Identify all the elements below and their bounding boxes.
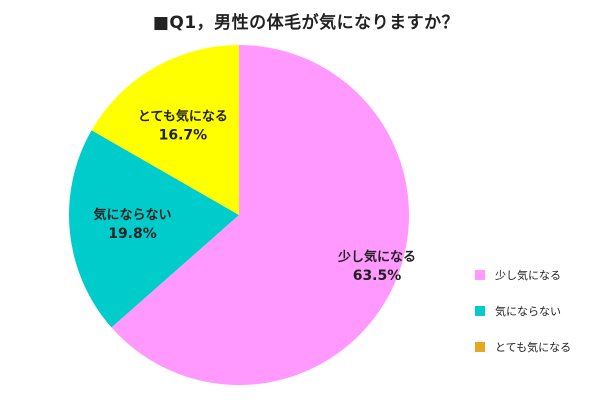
legend: 少し気になる 気にならない とても気になる <box>475 268 571 376</box>
slice-percent-label: 16.7% <box>159 128 208 144</box>
pie-labels: 少し気になる 63.5% 気にならない 19.8% とても気になる 16.7% <box>93 109 416 284</box>
legend-item: 気にならない <box>475 304 571 318</box>
legend-item: 少し気になる <box>475 268 571 282</box>
legend-label: 少し気になる <box>495 269 561 282</box>
legend-swatch <box>475 306 485 316</box>
pie-slice <box>111 45 410 385</box>
slice-percent-label: 19.8% <box>108 226 157 242</box>
legend-label: とても気になる <box>495 341 572 354</box>
pie-slices <box>69 45 410 385</box>
slice-label: とても気になる <box>138 109 228 125</box>
legend-label: 気にならない <box>495 305 561 318</box>
legend-item: とても気になる <box>475 340 571 354</box>
pie-slice <box>69 130 239 328</box>
chart-title: ■Q1，男性の体毛が気になりますか？ <box>152 13 460 33</box>
legend-swatch <box>475 270 485 280</box>
slice-label: 気にならない <box>93 207 171 223</box>
slice-percent-label: 63.5% <box>353 268 402 284</box>
pie-slice <box>91 45 239 215</box>
legend-swatch <box>475 342 485 352</box>
slice-label: 少し気になる <box>337 249 416 265</box>
